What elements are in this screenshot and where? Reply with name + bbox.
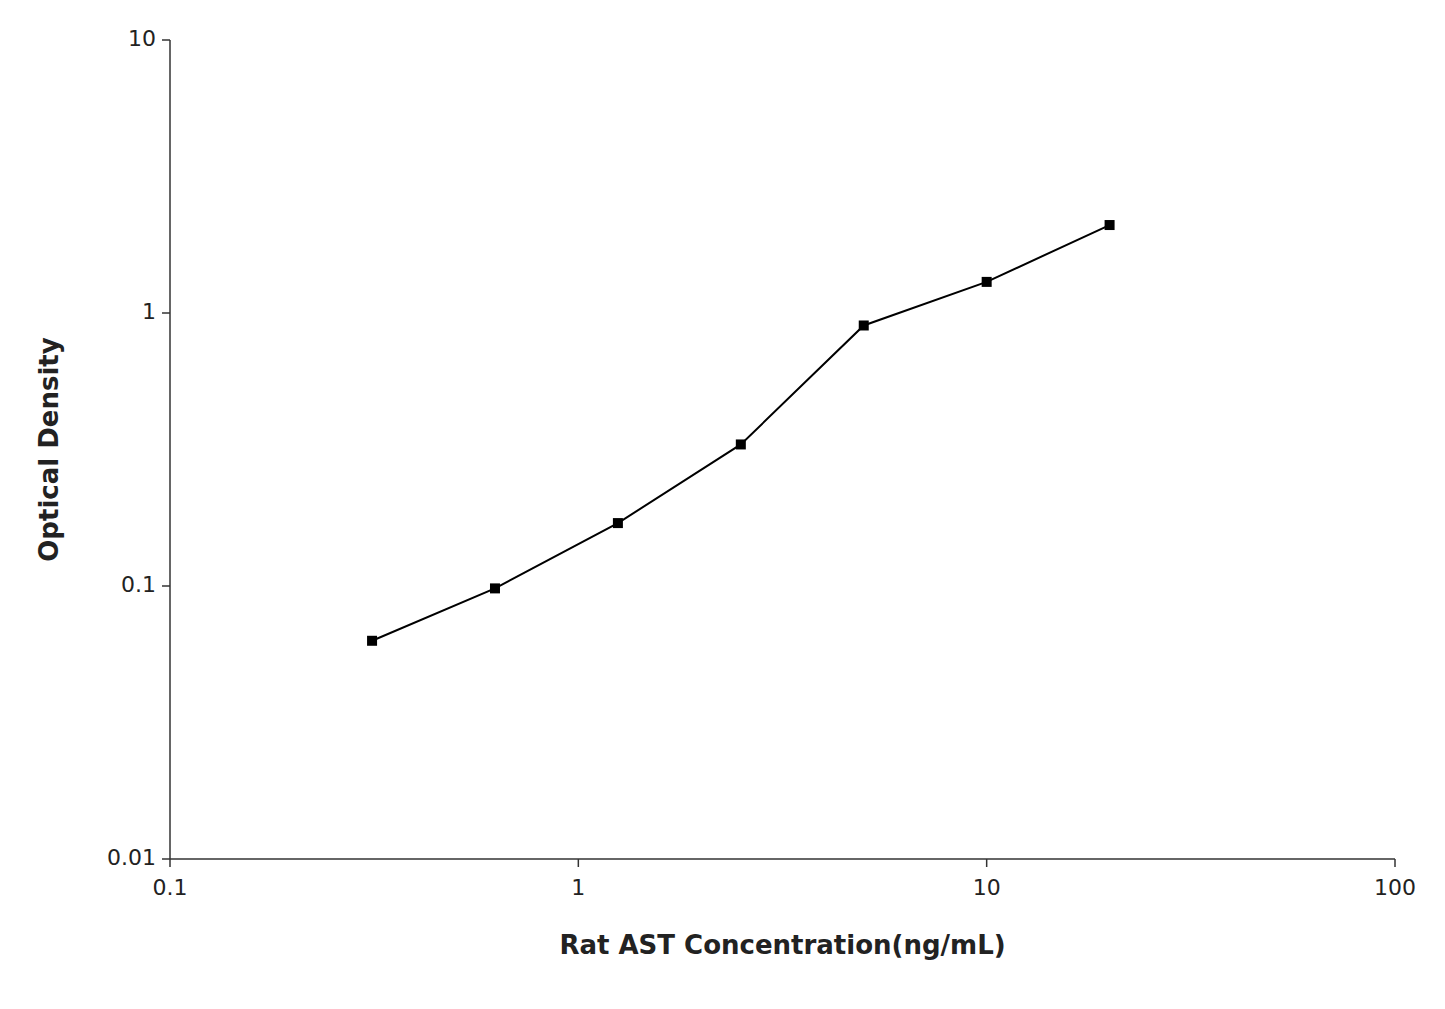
x-tick-label: 100 bbox=[1374, 875, 1416, 900]
data-point bbox=[367, 636, 377, 646]
y-tick-label: 0.01 bbox=[107, 845, 156, 870]
data-point bbox=[859, 320, 869, 330]
y-tick-label: 0.1 bbox=[121, 572, 156, 597]
data-point bbox=[982, 277, 992, 287]
y-tick bbox=[162, 312, 170, 314]
data-point bbox=[1105, 220, 1115, 230]
plot-area bbox=[367, 220, 1115, 646]
y-tick-label: 10 bbox=[128, 26, 156, 51]
x-tick bbox=[169, 859, 171, 867]
x-tick-label: 1 bbox=[571, 875, 585, 900]
x-tick-label: 10 bbox=[973, 875, 1001, 900]
chart-container: 0.1 1 10 100 0.01 0.1 1 10 Rat AST Concentration… bbox=[0, 0, 1445, 1009]
x-tick bbox=[1394, 859, 1396, 867]
y-tick bbox=[162, 858, 170, 860]
data-point bbox=[490, 583, 500, 593]
x-axis-label: Rat AST Concentration(ng/mL) bbox=[559, 930, 1005, 960]
y-tick-label: 1 bbox=[142, 299, 156, 324]
y-tick bbox=[162, 585, 170, 587]
data-point bbox=[613, 518, 623, 528]
data-line bbox=[372, 225, 1110, 641]
x-tick-label: 0.1 bbox=[153, 875, 188, 900]
x-axis-line bbox=[170, 858, 1395, 860]
y-axis-label: Optical Density bbox=[34, 337, 64, 562]
y-tick bbox=[162, 39, 170, 41]
axes: 0.1 1 10 100 0.01 0.1 1 10 bbox=[107, 26, 1416, 900]
chart: 0.1 1 10 100 0.01 0.1 1 10 Rat AST Concentration… bbox=[0, 0, 1445, 1009]
data-point bbox=[736, 439, 746, 449]
x-tick bbox=[986, 859, 988, 867]
y-axis-line bbox=[169, 40, 171, 859]
x-tick bbox=[578, 859, 580, 867]
